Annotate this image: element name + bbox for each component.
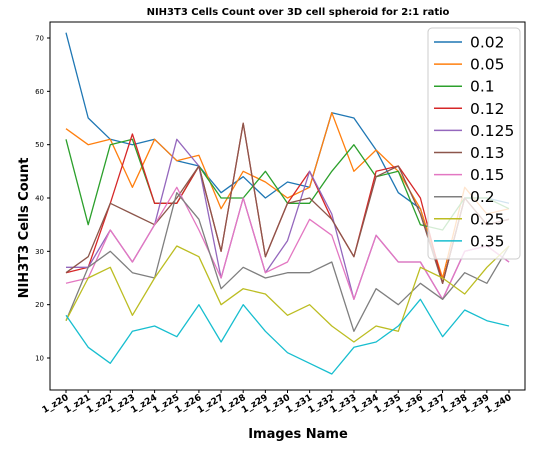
legend-entry: 0.2 — [470, 188, 495, 206]
legend-entry: 0.25 — [470, 210, 505, 228]
y-tick-label: 40 — [35, 195, 44, 203]
series-line-9 — [65, 298, 510, 375]
chart-title: NIH3T3 Cells Count over 3D cell spheroid… — [147, 7, 450, 18]
legend: 0.02 0.05 0.1 0.12 0.125 0.13 0.15 0.2 0.25 0.35 — [427, 27, 521, 260]
legend-entry: 0.125 — [470, 122, 514, 140]
x-axis-ticks: 1_z201_z211_z221_z231_z241_z251_z261_z27… — [41, 390, 514, 416]
plot-area — [65, 32, 510, 375]
series-line-8 — [65, 245, 510, 343]
legend-entry: 0.13 — [470, 144, 505, 162]
y-axis-label: NIH3T3 Cells Count — [17, 158, 32, 299]
y-tick-label: 10 — [35, 355, 44, 363]
legend-entry: 0.1 — [470, 78, 495, 96]
y-axis-ticks: 10 20 30 40 50 60 70 — [35, 35, 50, 363]
y-tick-label: 50 — [35, 141, 44, 149]
x-axis-label: Images Name — [248, 427, 348, 442]
y-tick-label: 70 — [35, 35, 44, 43]
series-line-7 — [65, 192, 510, 332]
legend-entry: 0.12 — [470, 100, 505, 118]
y-tick-label: 30 — [35, 248, 44, 256]
y-tick-label: 20 — [35, 301, 44, 309]
legend-entry: 0.02 — [470, 34, 505, 52]
series-line-6 — [65, 186, 510, 300]
legend-entry: 0.05 — [470, 56, 505, 74]
legend-entry: 0.35 — [470, 232, 505, 250]
series-line-5 — [65, 122, 510, 284]
legend-entry: 0.15 — [470, 166, 505, 184]
y-tick-label: 60 — [35, 88, 44, 96]
